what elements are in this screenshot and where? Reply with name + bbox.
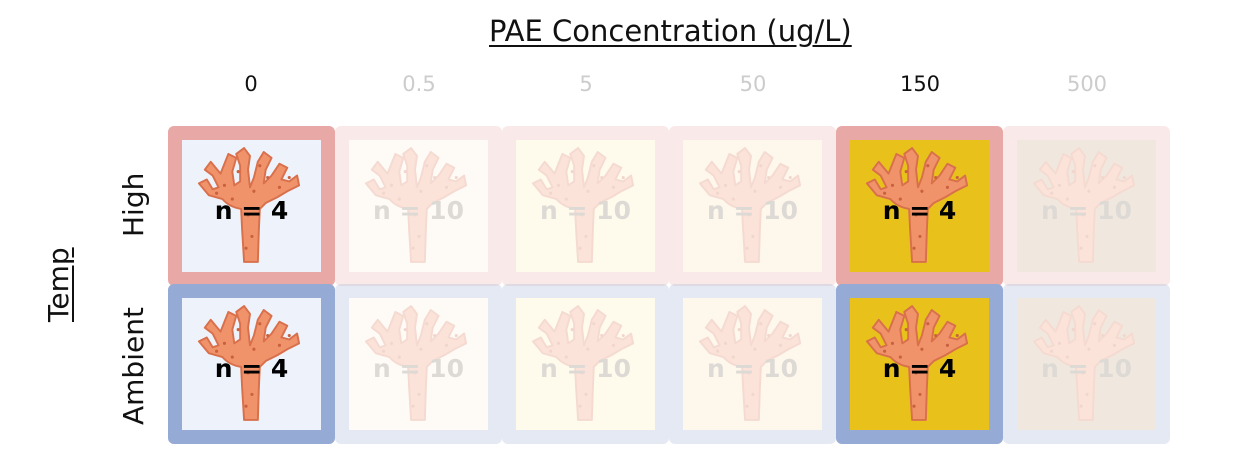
sample-size-label: n = 10 [707,354,798,383]
cell-fill: n = 4 [850,298,989,430]
cell-fill: n = 10 [516,140,655,272]
sample-size-label: n = 4 [882,354,957,383]
column-label: 0.5 [402,72,436,96]
treatment-cell: n = 4 [836,284,1003,444]
sample-size-label: n = 10 [373,354,464,383]
sample-size-label: n = 4 [214,196,289,225]
treatment-cell: n = 10 [335,126,502,286]
treatment-cell: n = 10 [669,284,836,444]
treatment-cell: n = 4 [168,284,335,444]
column-label: 0 [244,72,258,96]
cell-fill: n = 10 [1017,298,1156,430]
axis-title-temp: Temp [42,247,75,322]
cell-fill: n = 10 [1017,140,1156,272]
cell-fill: n = 4 [182,298,321,430]
column-label: 50 [739,72,767,96]
row-label-ambient: Ambient [117,307,150,425]
cell-fill: n = 4 [850,140,989,272]
treatment-cell: n = 10 [502,284,669,444]
axis-title-pae-concentration: PAE Concentration (ug/L) [489,14,852,48]
cell-fill: n = 10 [349,298,488,430]
column-label: 150 [899,72,941,96]
sample-size-label: n = 10 [1041,354,1132,383]
treatment-cell: n = 10 [1003,126,1170,286]
treatment-cell: n = 10 [502,126,669,286]
sample-size-label: n = 4 [882,196,957,225]
sample-size-label: n = 10 [1041,196,1132,225]
cell-fill: n = 10 [349,140,488,272]
treatment-cell: n = 10 [335,284,502,444]
row-label-high: High [117,172,150,237]
column-label: 500 [1066,72,1108,96]
cell-fill: n = 10 [683,298,822,430]
treatment-cell: n = 10 [1003,284,1170,444]
cell-fill: n = 10 [683,140,822,272]
sample-size-label: n = 4 [214,354,289,383]
column-label: 5 [579,72,593,96]
sample-size-label: n = 10 [373,196,464,225]
treatment-cell: n = 4 [836,126,1003,286]
sample-size-label: n = 10 [707,196,798,225]
cell-fill: n = 4 [182,140,321,272]
sample-size-label: n = 10 [540,196,631,225]
cell-fill: n = 10 [516,298,655,430]
sample-size-label: n = 10 [540,354,631,383]
treatment-cell: n = 10 [669,126,836,286]
treatment-cell: n = 4 [168,126,335,286]
